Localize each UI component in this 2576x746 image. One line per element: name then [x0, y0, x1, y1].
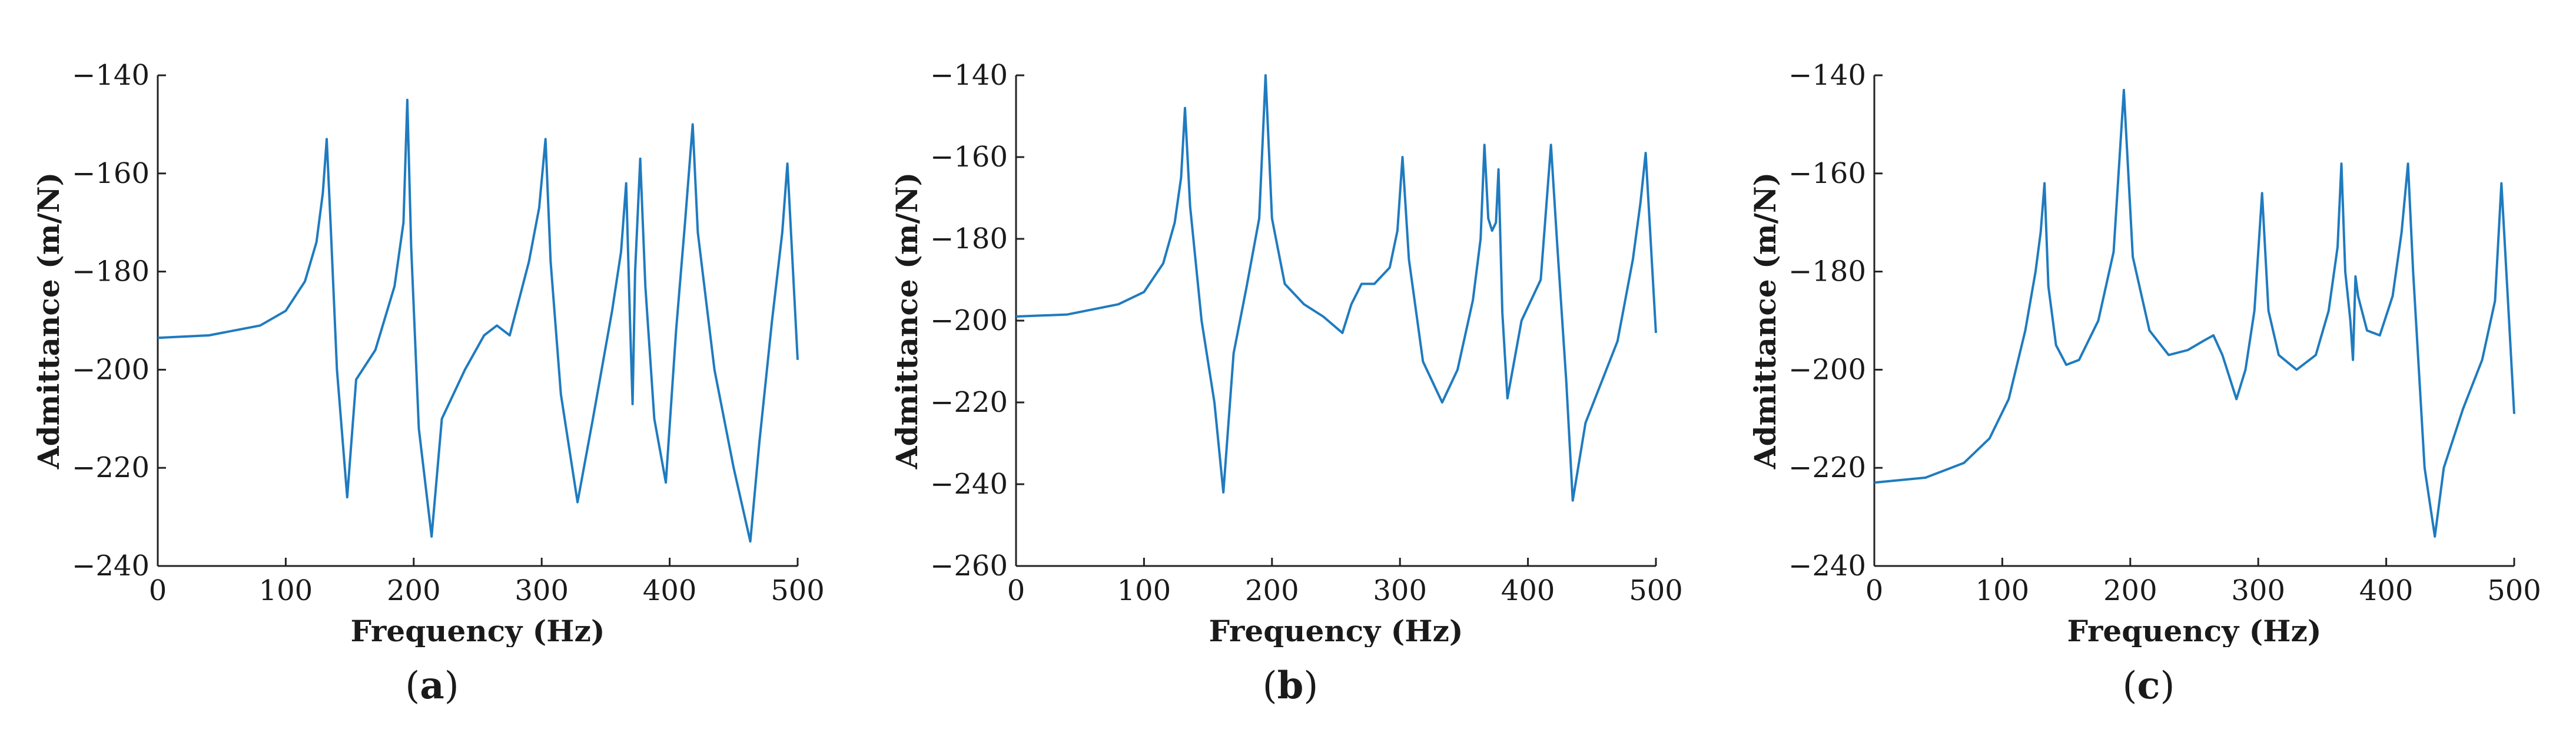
caption-b: (b) — [1262, 664, 1319, 708]
y-tick-label: −140 — [930, 59, 1008, 92]
admittance-series-line — [1015, 74, 1657, 502]
x-tick-label: 0 — [1865, 574, 1884, 607]
panel-b: 0 100 200 300 400 500 −140 −160 −180 −200 −220 −240… — [858, 0, 1717, 746]
x-tick-label: 200 — [2103, 574, 2157, 607]
y-axis-label: Admittance (m/N) — [31, 172, 66, 469]
x-tick-label: 300 — [514, 574, 569, 607]
x-tick-label: 400 — [1501, 574, 1555, 607]
y-tick-label: −180 — [930, 222, 1008, 255]
x-axis-label: Frequency (Hz) — [350, 614, 605, 647]
y-tick-label: −180 — [1788, 255, 1866, 288]
x-tick-label: 200 — [387, 574, 441, 607]
x-tick-label: 300 — [1373, 574, 1427, 607]
x-tick-label: 200 — [1245, 574, 1299, 607]
y-tick-label: −240 — [930, 468, 1008, 501]
y-tick-label: −220 — [72, 451, 150, 484]
x-tick-label: 0 — [149, 574, 167, 607]
x-tick-label: 400 — [643, 574, 697, 607]
x-tick-label: 500 — [1629, 574, 1683, 607]
x-tick-label: 300 — [2231, 574, 2285, 607]
y-tick-label: −140 — [1788, 59, 1866, 92]
panel-c: 0 100 200 300 400 500 −140 −160 −180 −200 −220 −240… — [1717, 0, 2576, 746]
caption-c: (c) — [2122, 664, 2175, 708]
chart-c: 0 100 200 300 400 500 −140 −160 −180 −200 −220 −240… — [1748, 59, 2541, 647]
x-tick-label: 500 — [771, 574, 825, 607]
x-tick-label: 100 — [1117, 574, 1171, 607]
admittance-series-line — [157, 98, 799, 543]
x-tick-label: 100 — [1976, 574, 2030, 607]
x-axis-label: Frequency (Hz) — [1209, 614, 1463, 647]
y-tick-label: −200 — [930, 304, 1008, 337]
x-tick-label: 0 — [1007, 574, 1025, 607]
y-tick-label: −160 — [1788, 157, 1866, 190]
x-tick-label: 100 — [259, 574, 313, 607]
y-axis-label: Admittance (m/N) — [1748, 172, 1782, 469]
y-tick-label: −240 — [72, 549, 150, 582]
y-tick-label: −200 — [1788, 353, 1866, 386]
y-tick-label: −180 — [72, 255, 150, 288]
x-tick-label: 500 — [2487, 574, 2541, 607]
chart-b: 0 100 200 300 400 500 −140 −160 −180 −200 −220 −240… — [889, 59, 1683, 647]
y-tick-label: −260 — [930, 549, 1008, 582]
x-tick-label: 400 — [2359, 574, 2414, 607]
x-axis-label: Frequency (Hz) — [2067, 614, 2321, 647]
y-tick-label: −160 — [930, 141, 1008, 174]
y-tick-label: −220 — [930, 386, 1008, 419]
y-tick-label: −140 — [72, 59, 150, 92]
y-tick-label: −200 — [72, 353, 150, 386]
y-tick-label: −240 — [1788, 549, 1866, 582]
admittance-series-line — [1874, 89, 2515, 538]
y-tick-label: −160 — [72, 157, 150, 190]
chart-a: 0 100 200 300 400 500 −140 −160 −180 −200 −220 −240… — [31, 59, 825, 647]
y-axis-label: Admittance (m/N) — [889, 172, 924, 469]
caption-a: (a) — [405, 664, 459, 708]
y-tick-label: −220 — [1788, 451, 1866, 484]
panel-a: 0 100 200 300 400 500 −140 −160 −180 −200 −220 −240… — [0, 0, 858, 746]
